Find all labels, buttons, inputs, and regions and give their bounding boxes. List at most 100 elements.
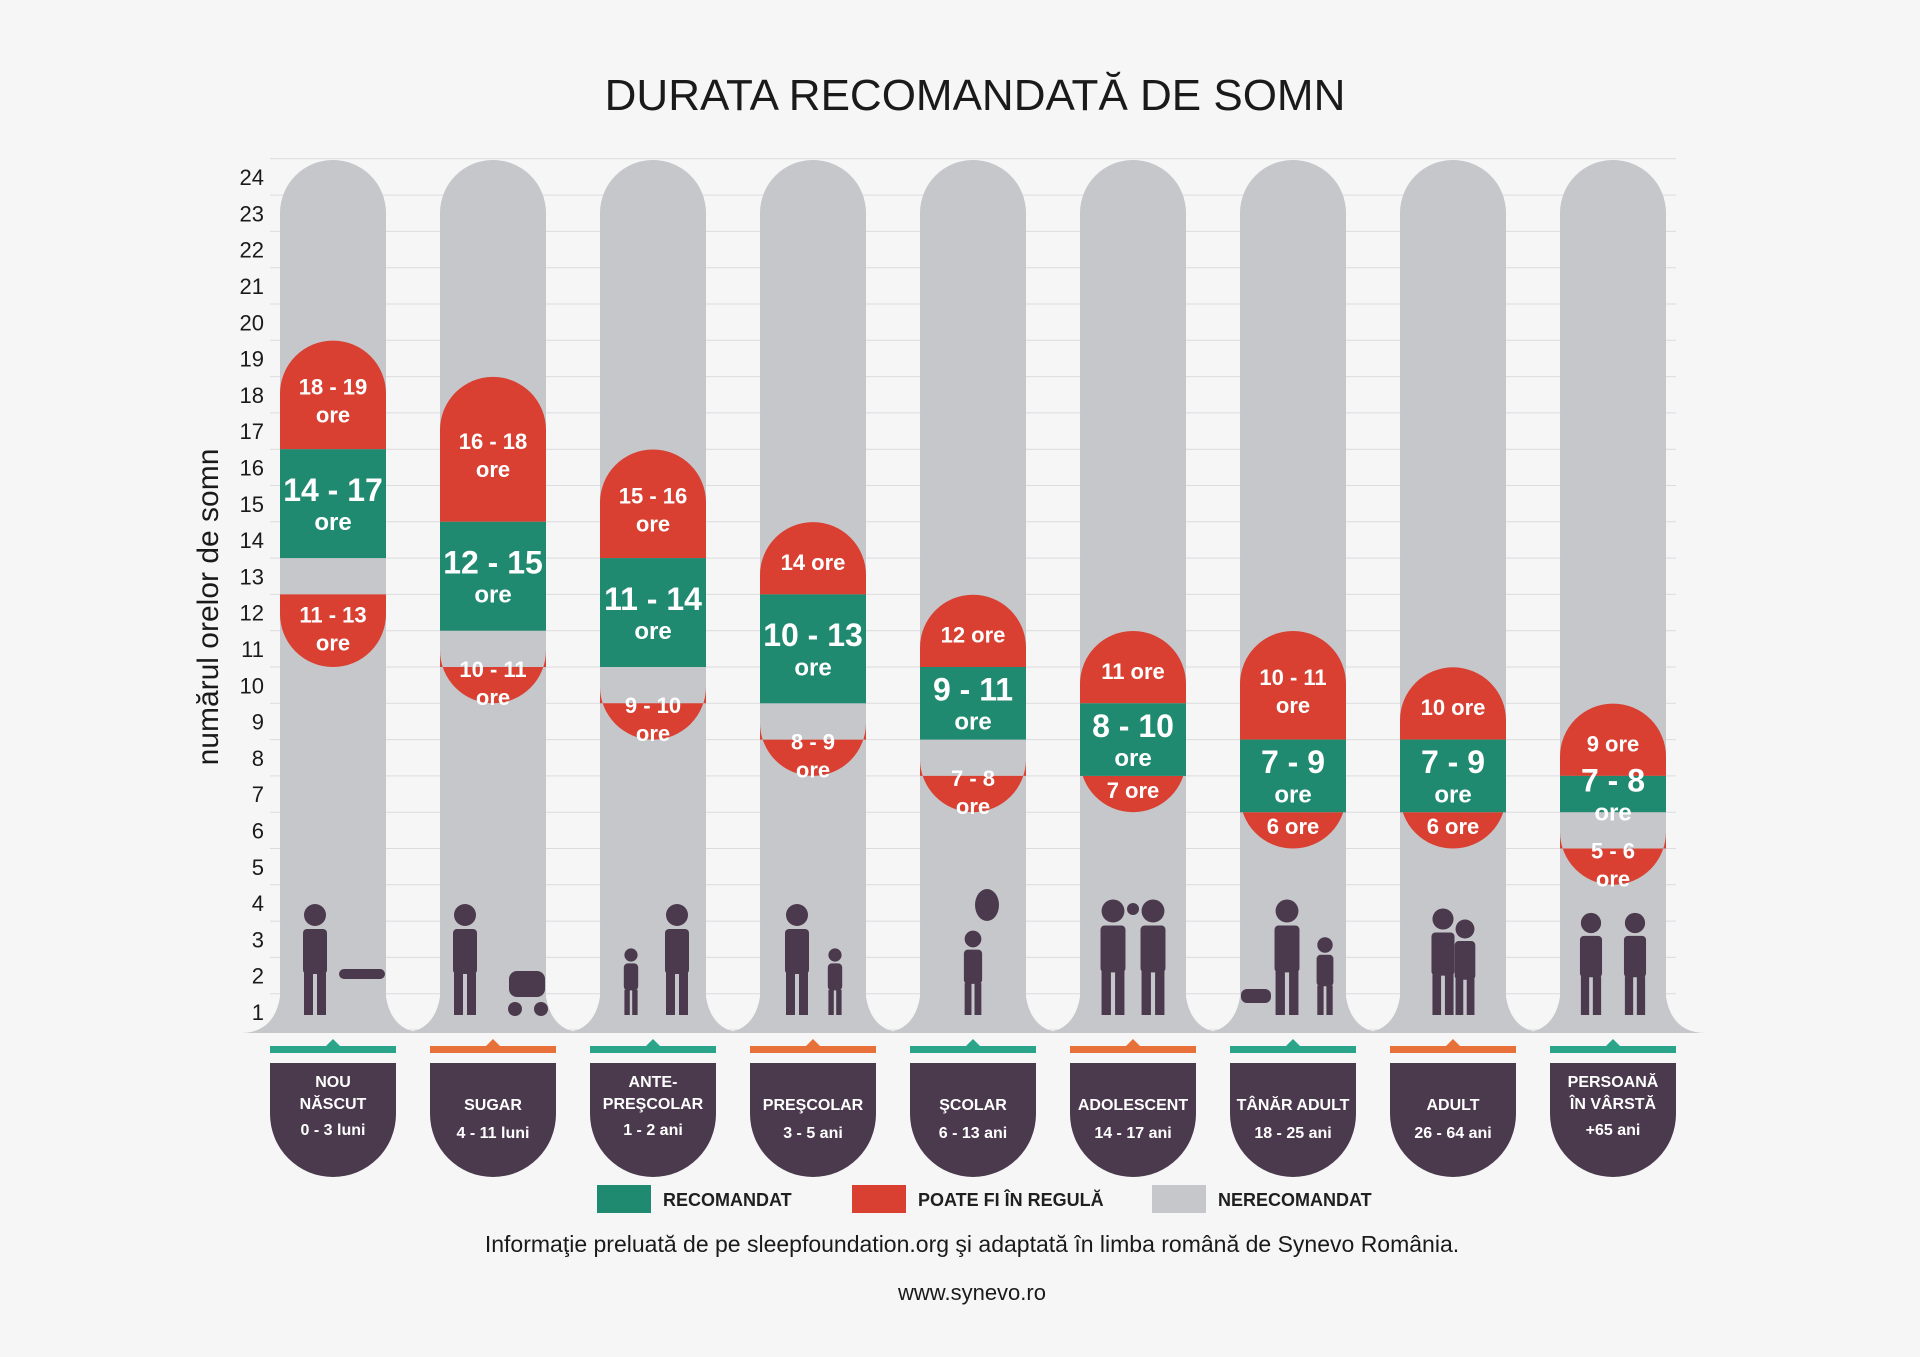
category-badge: SUGAR 4 - 11 luni [430, 1039, 556, 1177]
category-accent-bar [430, 1046, 556, 1053]
category-badge: NOU NĂSCUT 0 - 3 luni [270, 1039, 396, 1177]
adult-couple-icon [1431, 908, 1476, 1015]
category-box [1550, 1063, 1676, 1177]
person-leg [836, 989, 842, 1015]
recommended-bar [760, 594, 866, 704]
may-be-ok-upper-label: 10 - 11 [1259, 665, 1326, 690]
person-leg [1592, 976, 1602, 1015]
person-body [623, 963, 639, 991]
may-be-ok-upper-bar [1080, 631, 1186, 704]
may-be-ok-lower-bar [920, 759, 1026, 813]
may-be-ok-upper-label: ore [1276, 693, 1310, 718]
person-leg [828, 989, 834, 1015]
legend-swatch [852, 1185, 906, 1213]
y-tick-label: 4 [252, 891, 264, 916]
category-pointer [485, 1039, 501, 1047]
y-tick-label: 22 [240, 238, 264, 263]
recommended-label: ore [794, 654, 831, 681]
recommended-label: 7 - 8 [1581, 762, 1645, 798]
person-leg [632, 989, 638, 1015]
y-tick-label: 23 [240, 201, 264, 226]
teen-couple-icon [1100, 899, 1166, 1015]
category-accent-bar [1550, 1046, 1676, 1053]
chart-title: DURATA RECOMANDATĂ DE SOMN [605, 71, 1346, 120]
category-box [1070, 1063, 1196, 1177]
person-head [1455, 919, 1475, 939]
may-be-ok-lower-bar [1400, 795, 1506, 849]
category-label: ANTE- [629, 1074, 678, 1091]
website-url: www.synevo.ro [897, 1280, 1046, 1305]
recommended-label: ore [954, 709, 991, 736]
person-body [1316, 954, 1334, 987]
person-body [303, 929, 327, 974]
legend-label: NERECOMANDAT [1218, 1190, 1372, 1210]
person-body [1623, 935, 1647, 978]
person-leg [666, 973, 675, 1015]
parent-changing-baby-icon [303, 904, 385, 1015]
y-tick-label: 21 [240, 274, 264, 299]
legend-item: NERECOMANDAT [1152, 1185, 1372, 1213]
person-body [785, 929, 809, 974]
may-be-ok-lower-bar [1080, 759, 1186, 813]
y-tick-label: 1 [252, 1000, 264, 1025]
may-be-ok-upper-bar [920, 594, 1026, 667]
may-be-ok-upper-label: 16 - 18 [459, 429, 528, 454]
category-box [590, 1063, 716, 1177]
y-tick-label: 8 [252, 746, 264, 771]
may-be-ok-lower-bar [280, 594, 386, 667]
person-leg [1466, 978, 1475, 1015]
y-tick-label: 24 [240, 165, 264, 190]
legend-swatch [1152, 1185, 1206, 1213]
person-leg [1101, 971, 1111, 1015]
y-axis-label: numărul orelor de somn [192, 449, 225, 766]
legend-label: POATE FI ÎN REGULĂ [918, 1189, 1104, 1210]
category-badge: ANTE- PREŞCOLAR 1 - 2 ani [590, 1039, 716, 1177]
may-be-ok-upper-bar [1240, 631, 1346, 740]
category-pointer [325, 1039, 341, 1047]
may-be-ok-lower-label: ore [316, 630, 350, 655]
person-head [1580, 912, 1602, 934]
may-be-ok-lower-label: 7 - 8 [951, 766, 995, 791]
category-label: +65 ani [1586, 1122, 1641, 1139]
may-be-ok-lower-label: 6 ore [1427, 814, 1480, 839]
recommended-bar [920, 667, 1026, 740]
category-accent-bar [750, 1046, 876, 1053]
category-accent-bar [1230, 1046, 1356, 1053]
may-be-ok-lower-bar [1560, 831, 1666, 885]
may-be-ok-lower-label: 7 ore [1107, 778, 1160, 803]
may-be-ok-upper-bar [280, 340, 386, 450]
category-pointer [1605, 1039, 1621, 1047]
may-be-ok-upper-label: 11 ore [1101, 659, 1165, 684]
category-label: PERSOANĂ [1568, 1072, 1659, 1091]
may-be-ok-upper-bar [760, 522, 866, 595]
heart [1127, 903, 1139, 915]
person-body [453, 929, 477, 974]
person-leg [974, 983, 982, 1015]
person-leg [1580, 976, 1590, 1015]
person-head [1141, 899, 1165, 923]
category-accent-bar [910, 1046, 1036, 1053]
recommended-label: 14 - 17 [283, 472, 383, 508]
category-accent-bar [1390, 1046, 1516, 1053]
may-be-ok-lower-bar [760, 722, 866, 776]
category-label: SUGAR [464, 1097, 522, 1114]
not-recommended-bar [1040, 160, 1226, 1033]
y-tick-label: 9 [252, 710, 264, 735]
recommended-bar [440, 521, 546, 631]
person-head [1432, 908, 1454, 930]
category-label: TÂNĂR ADULT [1237, 1095, 1350, 1114]
may-be-ok-lower-bar [600, 686, 706, 740]
legend-item: POATE FI ÎN REGULĂ [852, 1185, 1104, 1213]
y-tick-label: 12 [240, 601, 264, 626]
person-head [666, 904, 688, 926]
recommended-label: ore [1114, 745, 1151, 772]
may-be-ok-lower-label: ore [476, 685, 510, 710]
child-balloon-icon [963, 889, 999, 1015]
